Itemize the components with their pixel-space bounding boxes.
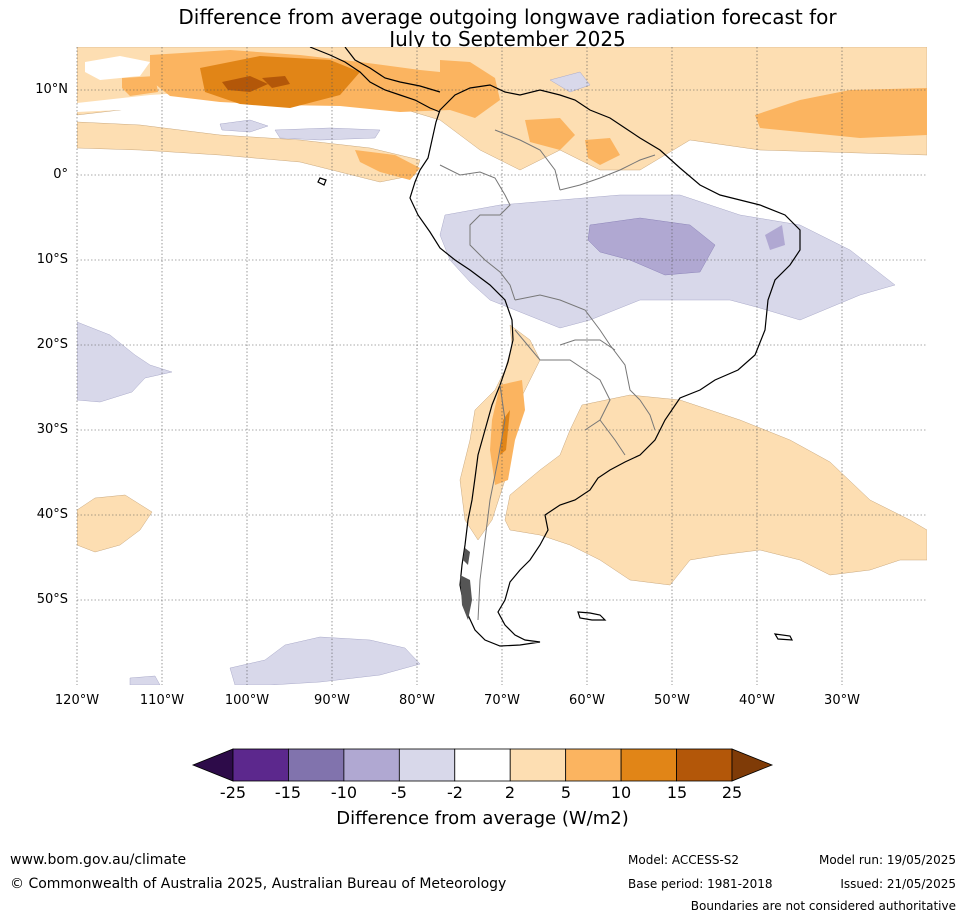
map-title-line1: Difference from average outgoing longwav… xyxy=(178,5,837,29)
island-coastline xyxy=(317,177,327,186)
lon-label-110w: 110°W xyxy=(139,693,185,708)
anomaly-region-positive xyxy=(262,76,290,88)
lon-label-70w: 70°W xyxy=(484,693,520,708)
anomaly-region-negative xyxy=(229,636,421,685)
copyright-text: © Commonwealth of Australia 2025, Austra… xyxy=(10,876,507,892)
anomaly-region-positive xyxy=(77,121,421,183)
lat-label-30s: 30°S xyxy=(36,422,68,437)
lon-label-120w: 120°W xyxy=(54,693,100,708)
lon-label-80w: 80°W xyxy=(399,693,435,708)
lat-label-10s: 10°S xyxy=(36,252,68,267)
boundaries-note: Boundaries are not considered authoritat… xyxy=(690,899,956,913)
lat-label-20s: 20°S xyxy=(36,337,68,352)
colorbar-tick: 25 xyxy=(721,783,743,802)
island-coastline xyxy=(773,633,794,641)
colorbar-tick: 5 xyxy=(560,783,572,802)
lon-label-100w: 100°W xyxy=(224,693,270,708)
base-period-text: Base period: 1981-2018 xyxy=(628,877,773,891)
anomaly-region-positive xyxy=(355,150,420,180)
colorbar-tick: -5 xyxy=(391,783,407,802)
colorbar-segments xyxy=(191,748,774,782)
graticule xyxy=(76,47,927,685)
colorbar-segment xyxy=(288,748,345,782)
anomaly-region-negative xyxy=(274,127,381,141)
anomaly-region-positive xyxy=(122,76,158,96)
colorbar-tick: 15 xyxy=(666,783,688,802)
colorbar-extend-min xyxy=(191,748,234,782)
anomaly-region-positive xyxy=(525,118,575,150)
colorbar-tick: 10 xyxy=(610,783,632,802)
colorbar-segment xyxy=(398,748,456,782)
colorbar-segment xyxy=(565,748,622,782)
colorbar-segment xyxy=(232,748,289,782)
anomaly-shading xyxy=(77,47,927,685)
anomaly-region-positive xyxy=(440,60,500,118)
south-america-coastline xyxy=(409,84,801,647)
lon-label-50w: 50°W xyxy=(654,693,690,708)
anomaly-region-negative xyxy=(549,71,591,93)
lon-label-90w: 90°W xyxy=(314,693,350,708)
lat-label-40s: 40°S xyxy=(36,507,68,522)
colorbar-tick: -25 xyxy=(219,783,247,802)
anomaly-region-negative xyxy=(129,675,161,685)
anomaly-region-positive xyxy=(755,88,927,138)
colorbar-segment xyxy=(343,748,400,782)
map-title-line2: July to September 2025 xyxy=(389,27,626,51)
website-link[interactable]: www.bom.gov.au/climate xyxy=(10,852,187,868)
colorbar-tick: -2 xyxy=(447,783,463,802)
anomaly-region-negative xyxy=(219,119,269,133)
anomaly-region-positive xyxy=(504,394,927,586)
lon-label-40w: 40°W xyxy=(739,693,775,708)
lat-label-0: 0° xyxy=(53,167,68,182)
colorbar-tick: -15 xyxy=(274,783,302,802)
model-text: Model: ACCESS-S2 xyxy=(628,853,740,867)
central-america-coastline xyxy=(309,47,441,113)
chile-fjords xyxy=(460,548,472,620)
issued-text: Issued: 21/05/2025 xyxy=(840,877,956,891)
colorbar-segment xyxy=(676,748,733,782)
anomaly-region-negative xyxy=(765,225,785,250)
lon-label-60w: 60°W xyxy=(569,693,605,708)
colorbar-segment xyxy=(620,748,677,782)
colorbar-tick: -10 xyxy=(330,783,358,802)
colorbar-segment xyxy=(454,748,511,782)
neutral-band xyxy=(85,56,150,80)
anomaly-region-positive xyxy=(500,410,510,455)
colorbar-label: Difference from average (W/m2) xyxy=(336,808,629,829)
anomaly-region-positive xyxy=(222,76,268,92)
colorbar-extend-max xyxy=(731,748,774,782)
colorbar-tick: 2 xyxy=(504,783,516,802)
lat-label-10n: 10°N xyxy=(35,82,68,97)
coastlines xyxy=(309,47,801,647)
country-borders xyxy=(439,129,656,621)
lat-label-50s: 50°S xyxy=(36,592,68,607)
anomaly-region-positive xyxy=(585,138,620,165)
anomaly-region-negative xyxy=(587,217,716,276)
island-coastline xyxy=(577,611,607,621)
colorbar-segment xyxy=(509,748,567,782)
lon-label-30w: 30°W xyxy=(824,693,860,708)
model-run-text: Model run: 19/05/2025 xyxy=(818,853,956,867)
anomaly-region-positive xyxy=(77,494,153,553)
